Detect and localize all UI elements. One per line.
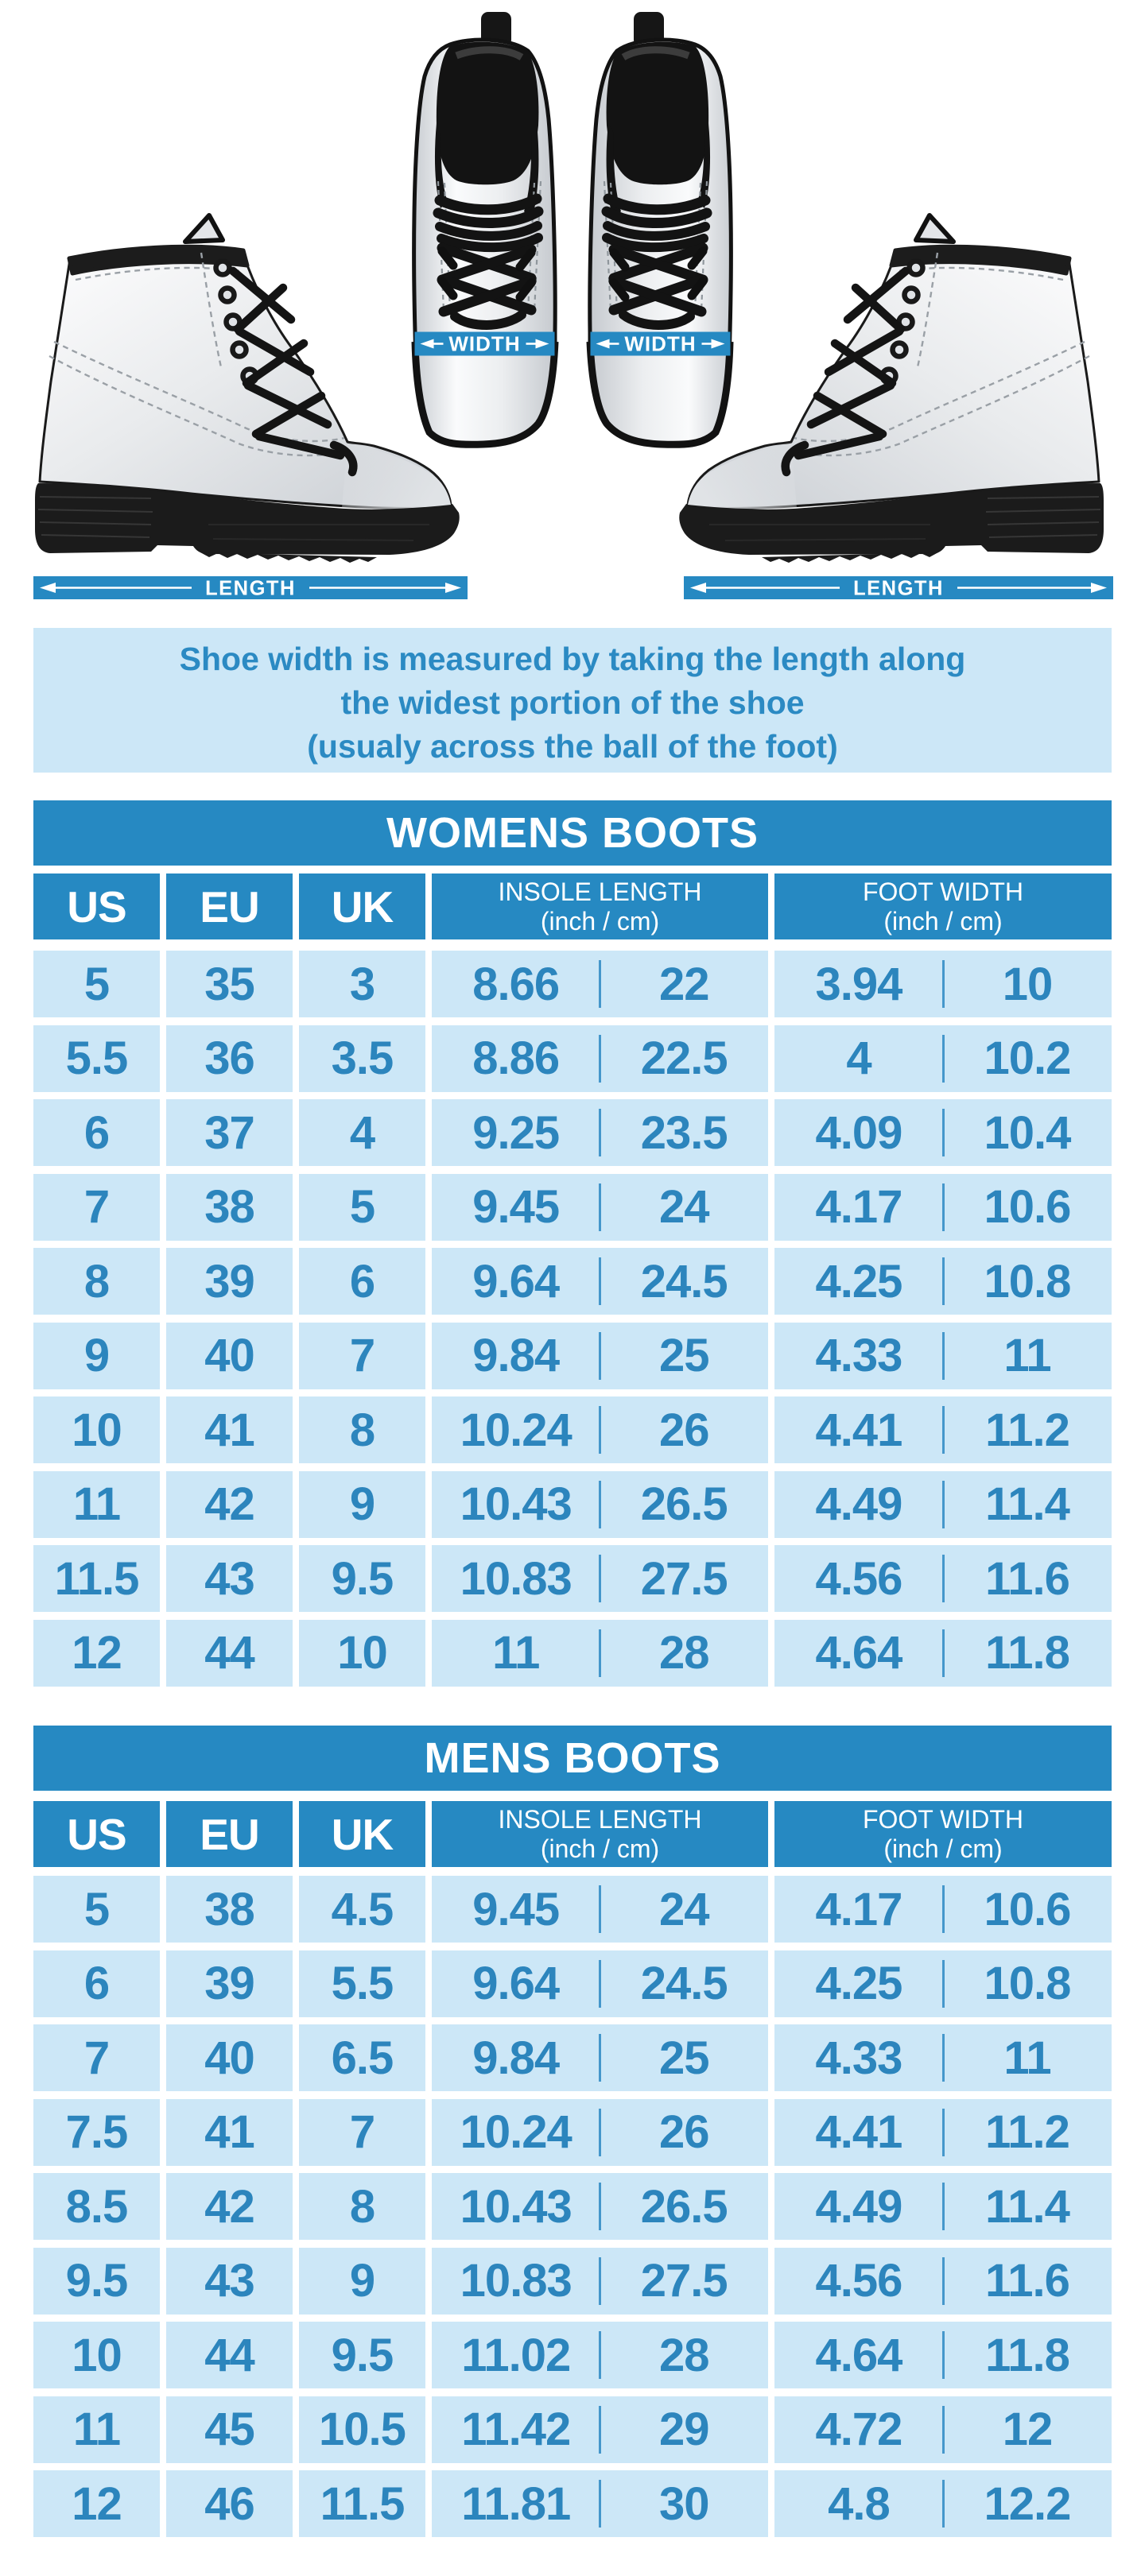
svg-text:LENGTH: LENGTH	[205, 578, 296, 600]
svg-text:LENGTH: LENGTH	[853, 578, 944, 600]
svg-text:WIDTH: WIDTH	[624, 332, 696, 356]
svg-text:WIDTH: WIDTH	[448, 332, 520, 356]
